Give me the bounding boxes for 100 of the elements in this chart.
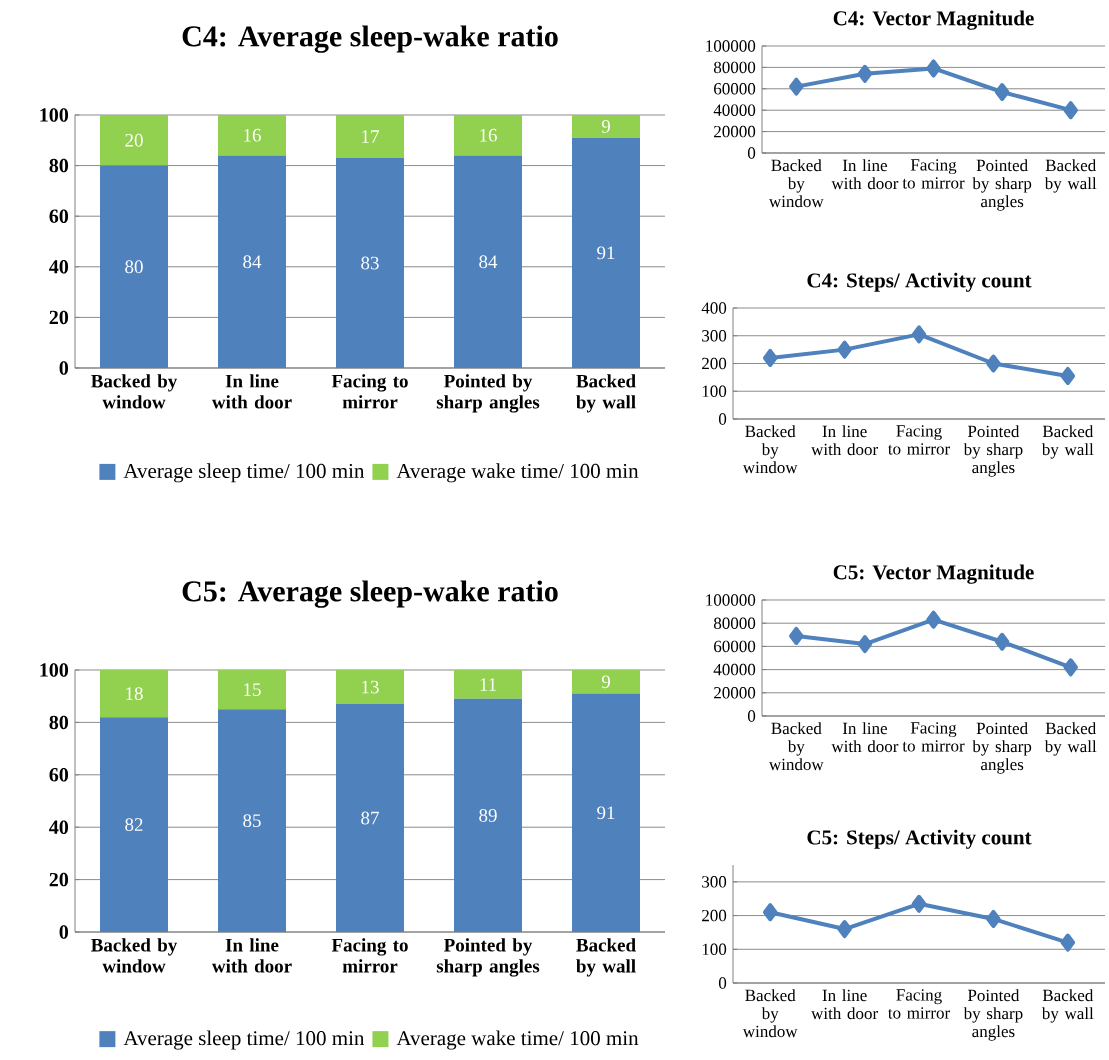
y-tick-label: 40 bbox=[49, 260, 69, 274]
x-tick-label: Facing to mirror bbox=[331, 374, 408, 409]
data-label: 15 bbox=[244, 683, 261, 697]
y-tick-label: 200 bbox=[702, 909, 727, 922]
point bbox=[926, 59, 941, 78]
x-tick-label: Pointed by sharp angles bbox=[972, 159, 1032, 211]
y-tick-label: 60000 bbox=[714, 640, 756, 653]
x-tick-label: Backed by window bbox=[742, 989, 798, 1038]
x-tick-label: Backed by wall bbox=[1044, 159, 1097, 193]
bar bbox=[218, 709, 286, 932]
point bbox=[762, 903, 778, 922]
y-tick-label: 200 bbox=[702, 357, 727, 370]
y-tick-label: 0 bbox=[747, 147, 756, 159]
x-tick-label: Facing to mirror bbox=[902, 159, 965, 189]
y-tick-label: 0 bbox=[59, 361, 69, 375]
y-tick-label: 20000 bbox=[714, 125, 756, 138]
y-tick-label: 60000 bbox=[714, 83, 756, 95]
y-tick-label: 0 bbox=[747, 710, 756, 722]
point bbox=[994, 632, 1010, 651]
data-label: 84 bbox=[479, 255, 498, 269]
x-tick-label: Backed by window bbox=[742, 425, 798, 474]
data-label: 18 bbox=[126, 687, 143, 700]
x-tick-label: Pointed by sharp angles bbox=[972, 722, 1032, 774]
y-tick-label: 0 bbox=[59, 925, 69, 939]
legend-label: Average sleep time/ 100 min bbox=[123, 1030, 365, 1050]
bar bbox=[454, 670, 522, 699]
y-tick-label: 100 bbox=[40, 108, 69, 122]
x-tick-label: In line with door bbox=[211, 938, 292, 973]
bar bbox=[100, 717, 168, 932]
point bbox=[837, 920, 852, 939]
y-tick-label: 60 bbox=[49, 768, 69, 782]
x-tick-label: Backed by window bbox=[91, 374, 178, 409]
data-label: 20 bbox=[125, 133, 143, 147]
data-label: 83 bbox=[361, 256, 379, 270]
x-tick-label: Backed by wall bbox=[1041, 989, 1094, 1023]
point bbox=[926, 610, 941, 629]
data-label: 84 bbox=[243, 255, 262, 269]
bar bbox=[572, 670, 640, 694]
y-tick-label: 80 bbox=[49, 158, 69, 173]
x-tick-label: In line with door bbox=[811, 989, 878, 1020]
chart-title: C5: Steps/ Activity count bbox=[807, 829, 1032, 849]
point bbox=[762, 348, 778, 367]
bar bbox=[218, 114, 286, 156]
x-tick-label: Backed by wall bbox=[1044, 722, 1097, 756]
data-label: 91 bbox=[597, 246, 615, 260]
point bbox=[1060, 933, 1076, 952]
chart-title: C4: Average sleep-wake ratio bbox=[182, 25, 558, 53]
x-tick-label: Backed by wall bbox=[576, 374, 636, 413]
y-tick-label: 100000 bbox=[706, 40, 756, 52]
y-tick-label: 60 bbox=[49, 209, 69, 223]
legend-label: Average wake time/ 100 min bbox=[396, 1030, 639, 1050]
bar bbox=[572, 137, 640, 368]
x-tick-label: In line with door bbox=[831, 722, 899, 753]
point bbox=[1063, 658, 1078, 677]
point bbox=[911, 894, 927, 913]
bar bbox=[336, 670, 404, 705]
y-tick-label: 0 bbox=[718, 413, 727, 425]
data-label: 16 bbox=[244, 128, 261, 142]
x-tick-label: Backed by window bbox=[768, 722, 824, 771]
x-tick-label: Pointed by sharp angles bbox=[436, 938, 540, 977]
x-tick-label: Pointed by sharp angles bbox=[436, 374, 540, 413]
bar bbox=[218, 670, 286, 710]
y-tick-label: 20 bbox=[49, 310, 69, 325]
legend-label: Average sleep time/ 100 min bbox=[123, 463, 365, 483]
y-tick-label: 20 bbox=[49, 872, 69, 887]
y-tick-label: 100 bbox=[40, 663, 69, 677]
legend-label: Average wake time/ 100 min bbox=[396, 463, 639, 483]
point bbox=[1060, 366, 1076, 385]
x-tick-label: In line with door bbox=[211, 374, 292, 409]
chart-title: C5: Average sleep-wake ratio bbox=[182, 580, 558, 608]
bar bbox=[336, 114, 404, 158]
y-tick-label: 80000 bbox=[713, 61, 756, 74]
chart-title: C4: Steps/ Activity count bbox=[807, 272, 1032, 292]
data-label: 80 bbox=[125, 260, 143, 274]
data-label: 16 bbox=[480, 128, 497, 142]
x-tick-label: In line with door bbox=[811, 425, 878, 456]
x-tick-label: Facing to mirror bbox=[888, 425, 951, 455]
point bbox=[911, 325, 927, 344]
y-tick-label: 300 bbox=[702, 876, 727, 888]
y-tick-label: 400 bbox=[701, 302, 727, 314]
x-tick-label: Facing to mirror bbox=[888, 989, 951, 1019]
data-label: 13 bbox=[362, 680, 379, 694]
point bbox=[789, 77, 804, 96]
x-tick-label: In line with door bbox=[831, 159, 899, 190]
y-tick-label: 100 bbox=[702, 385, 727, 397]
point bbox=[1063, 101, 1078, 120]
point bbox=[857, 64, 873, 83]
point bbox=[986, 354, 1001, 373]
y-tick-label: 80000 bbox=[713, 617, 756, 629]
x-tick-label: Pointed by sharp angles bbox=[963, 989, 1023, 1041]
bar bbox=[454, 114, 522, 156]
point bbox=[789, 626, 804, 645]
x-tick-label: Backed by wall bbox=[576, 938, 636, 977]
x-tick-label: Backed by wall bbox=[1041, 425, 1094, 459]
bar bbox=[454, 698, 522, 932]
bar bbox=[100, 670, 168, 718]
chart-title: C5: Vector Magnitude bbox=[833, 564, 1034, 584]
bar bbox=[218, 155, 286, 368]
x-tick-label: Pointed by sharp angles bbox=[963, 425, 1023, 477]
x-tick-label: Backed by window bbox=[768, 159, 824, 208]
